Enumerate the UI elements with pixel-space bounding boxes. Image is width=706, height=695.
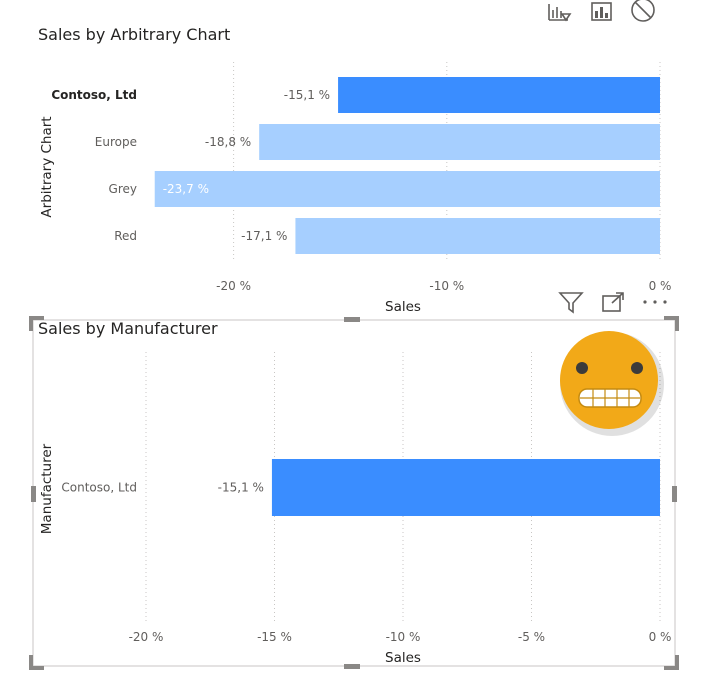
resize-handle-top-left[interactable] bbox=[29, 316, 44, 331]
chart2-gridlines bbox=[145, 352, 661, 622]
chart2-y-axis-title: Manufacturer bbox=[39, 443, 55, 534]
more-options-icon[interactable] bbox=[643, 300, 667, 304]
c1-bar[interactable] bbox=[338, 77, 660, 113]
c2-x-tick-label: -10 % bbox=[386, 630, 421, 644]
c1-data-label: -17,1 % bbox=[241, 229, 287, 243]
no-entry-icon[interactable] bbox=[631, 0, 655, 22]
chart1-category-labels: Contoso, Ltd Europe Grey Red bbox=[51, 88, 137, 243]
resize-handle-top-right[interactable] bbox=[664, 316, 679, 331]
c2-data-label: -15,1 % bbox=[218, 481, 264, 495]
chart2-data-labels: -15,1 % bbox=[218, 481, 264, 495]
chart1-data-labels: -15,1 % -18,8 % -23,7 % -17,1 % bbox=[163, 88, 330, 243]
bar-chart-icon[interactable] bbox=[591, 2, 612, 21]
chart1-x-axis-title: Sales bbox=[385, 299, 421, 315]
chart1-gridlines bbox=[233, 62, 661, 262]
c1-data-label: -18,8 % bbox=[205, 135, 251, 149]
c1-x-tick-label: -10 % bbox=[429, 279, 464, 293]
drill-down-icon[interactable] bbox=[548, 4, 572, 22]
resize-handle-bottom-right[interactable] bbox=[664, 655, 679, 670]
chart1-y-axis-title: Arbitrary Chart bbox=[39, 116, 55, 217]
focus-mode-icon[interactable] bbox=[602, 292, 624, 312]
c1-bar[interactable] bbox=[154, 171, 660, 207]
c2-x-tick-label: -5 % bbox=[518, 630, 545, 644]
chart2-bars bbox=[271, 459, 660, 516]
c1-data-label: -23,7 % bbox=[163, 182, 209, 196]
c2-bar[interactable] bbox=[271, 459, 660, 516]
resize-handle-left[interactable] bbox=[31, 486, 36, 502]
chart2-x-tick-labels: -20 % -15 % -10 % -5 % 0 % bbox=[129, 630, 672, 644]
chart1-x-tick-labels: -20 % -10 % 0 % bbox=[216, 279, 671, 293]
chart-sales-by-manufacturer[interactable]: Sales by Manufacturer Manufacturer Sales… bbox=[38, 319, 671, 666]
chart1-bars bbox=[154, 77, 660, 254]
chart2-category-labels: Contoso, Ltd bbox=[61, 481, 137, 495]
chart1-title: Sales by Arbitrary Chart bbox=[38, 25, 230, 44]
top-visual-toolbar bbox=[548, 0, 655, 22]
bottom-visual-toolbar bbox=[558, 292, 667, 314]
c1-x-tick-label: -20 % bbox=[216, 279, 251, 293]
c1-category-label: Contoso, Ltd bbox=[51, 88, 137, 102]
resize-handle-right[interactable] bbox=[672, 486, 677, 502]
chart2-title: Sales by Manufacturer bbox=[38, 319, 218, 338]
resize-handle-bottom-left[interactable] bbox=[29, 655, 44, 670]
resize-handle-bottom[interactable] bbox=[344, 664, 360, 669]
c2-x-tick-label: -15 % bbox=[257, 630, 292, 644]
c1-data-label: -15,1 % bbox=[284, 88, 330, 102]
c1-category-label: Europe bbox=[95, 135, 137, 149]
c2-x-tick-label: -20 % bbox=[129, 630, 164, 644]
c1-category-label: Grey bbox=[109, 182, 137, 196]
grimace-emoji-icon bbox=[560, 331, 664, 436]
filter-icon[interactable] bbox=[558, 292, 584, 314]
chart-sales-by-arbitrary-chart[interactable]: Sales by Arbitrary Chart Arbitrary Chart… bbox=[38, 25, 671, 315]
chart2-x-axis-title: Sales bbox=[385, 650, 421, 666]
c1-x-tick-label: 0 % bbox=[649, 279, 672, 293]
c1-category-label: Red bbox=[114, 229, 137, 243]
c1-bar[interactable] bbox=[295, 218, 660, 254]
resize-handle-top[interactable] bbox=[344, 317, 360, 322]
c1-bar[interactable] bbox=[259, 124, 660, 160]
c2-x-tick-label: 0 % bbox=[649, 630, 672, 644]
c2-category-label: Contoso, Ltd bbox=[61, 481, 137, 495]
selected-visual-frame[interactable] bbox=[29, 316, 679, 670]
